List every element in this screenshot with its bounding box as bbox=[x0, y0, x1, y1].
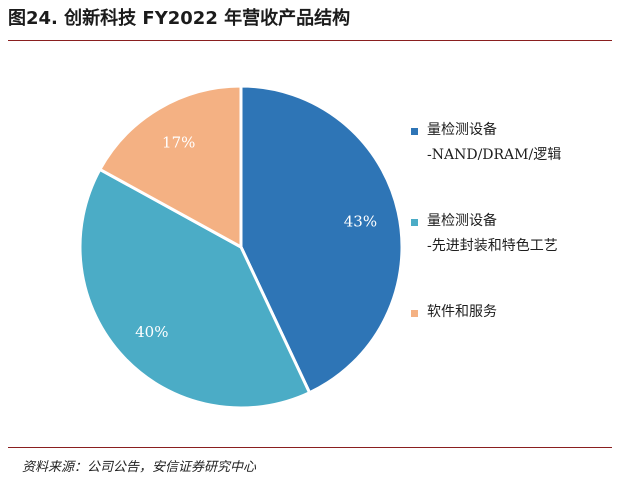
pie-slice-3 bbox=[98, 84, 243, 249]
legend-item-2: 量检测设备 -先进封装和特色工艺 bbox=[411, 209, 616, 259]
legend-label: 软件和服务 bbox=[427, 304, 497, 320]
pie-slice-1 bbox=[239, 84, 404, 395]
pie-slice-2 bbox=[78, 167, 312, 410]
pie-slice-label-1: 43% bbox=[344, 212, 377, 230]
footer-divider bbox=[8, 447, 612, 448]
pie-slice-label-2: 40% bbox=[135, 323, 168, 341]
pie-slice-label-3: 17% bbox=[162, 134, 195, 152]
legend-swatch bbox=[411, 310, 418, 317]
legend-label: -先进封装和特色工艺 bbox=[427, 238, 558, 254]
legend-swatch bbox=[411, 219, 418, 226]
legend-swatch bbox=[411, 128, 418, 135]
title-divider bbox=[8, 40, 612, 41]
legend-label: 量检测设备 bbox=[427, 213, 497, 229]
legend-label: -NAND/DRAM/逻辑 bbox=[427, 147, 562, 163]
legend-label: 量检测设备 bbox=[427, 122, 497, 138]
chart-legend: 量检测设备 -NAND/DRAM/逻辑 量检测设备 -先进封装和特色工艺 软件和服务 bbox=[411, 118, 616, 325]
legend-item-1: 量检测设备 -NAND/DRAM/逻辑 bbox=[411, 118, 616, 168]
legend-item-3: 软件和服务 bbox=[411, 300, 616, 325]
source-note: 资料来源：公司公告，安信证券研究中心 bbox=[22, 460, 257, 475]
chart-title: 图24. 创新科技 FY2022 年营收产品结构 bbox=[8, 8, 351, 29]
